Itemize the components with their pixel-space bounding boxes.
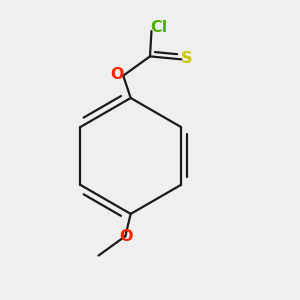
Text: Cl: Cl <box>150 20 167 35</box>
Text: O: O <box>119 229 133 244</box>
Text: O: O <box>110 67 124 82</box>
Text: S: S <box>181 51 192 66</box>
